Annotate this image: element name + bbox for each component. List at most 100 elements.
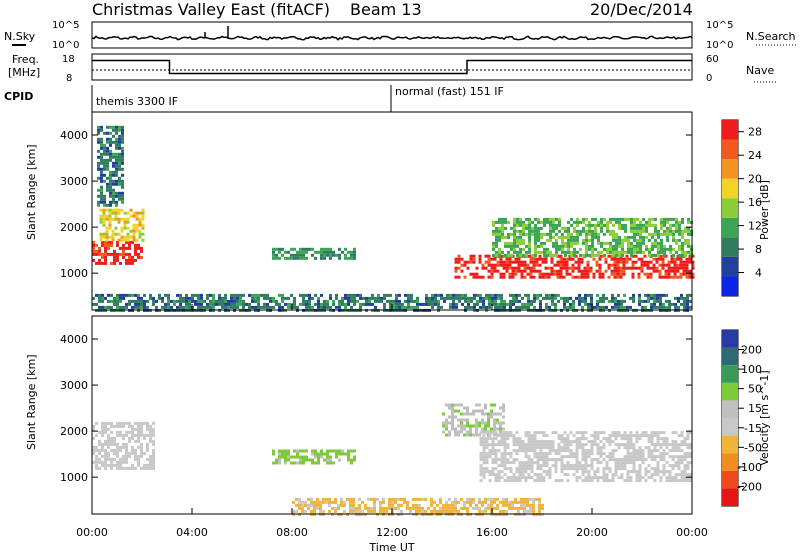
range-gate-cell	[674, 464, 678, 468]
range-gate-cell	[320, 247, 323, 251]
range-gate-cell	[118, 167, 121, 171]
range-gate-cell	[487, 497, 490, 501]
range-gate-cell	[281, 449, 284, 453]
range-gate-cell	[104, 427, 107, 431]
range-gate-cell	[594, 232, 597, 236]
range-gate-cell	[109, 131, 112, 135]
range-gate-cell	[521, 302, 524, 306]
range-gate-cell	[310, 500, 313, 504]
range-gate-cell	[500, 434, 504, 438]
range-gate-cell	[676, 266, 680, 270]
range-gate-cell	[368, 302, 371, 306]
range-gate-cell	[105, 226, 109, 230]
range-gate-cell	[335, 293, 338, 297]
range-gate-cell	[638, 458, 642, 462]
range-gate-cell	[469, 424, 472, 428]
range-gate-cell	[454, 430, 457, 434]
range-gate-cell	[316, 503, 319, 507]
range-gate-cell	[115, 137, 118, 141]
range-gate-cell	[347, 455, 350, 459]
range-gate-cell	[674, 443, 678, 447]
range-gate-cell	[502, 409, 505, 413]
range-gate-cell	[152, 460, 155, 464]
range-gate-cell	[494, 467, 498, 471]
range-gate-cell	[519, 232, 522, 236]
range-gate-cell	[530, 440, 534, 444]
range-gate-cell	[563, 296, 566, 300]
range-gate-cell	[475, 275, 479, 279]
range-gate-cell	[636, 226, 639, 230]
range-gate-cell	[484, 406, 487, 410]
range-gate-cell	[203, 305, 206, 309]
range-gate-cell	[326, 253, 329, 257]
range-gate-cell	[182, 299, 185, 303]
range-gate-cell	[627, 247, 630, 251]
range-gate-cell	[113, 457, 116, 461]
range-gate-cell	[120, 235, 124, 239]
range-gate-cell	[605, 467, 609, 471]
range-gate-cell	[670, 260, 674, 264]
range-gate-cell	[296, 449, 299, 453]
range-gate-cell	[230, 302, 233, 306]
range-gate-cell	[533, 434, 537, 438]
range-gate-cell	[123, 226, 127, 230]
range-gate-cell	[451, 427, 454, 431]
range-gate-cell	[478, 509, 481, 513]
range-gate-cell	[554, 458, 558, 462]
range-gate-cell	[662, 440, 666, 444]
range-gate-cell	[620, 458, 624, 462]
range-gate-cell	[446, 296, 449, 300]
nsky-label: N.Sky	[4, 30, 36, 43]
range-gate-cell	[665, 452, 669, 456]
range-gate-cell	[590, 299, 593, 303]
range-gate-cell	[668, 449, 672, 453]
range-gate-cell	[493, 497, 496, 501]
range-gate-cell	[281, 293, 284, 297]
range-gate-cell	[170, 299, 173, 303]
range-gate-cell	[677, 458, 681, 462]
range-gate-cell	[535, 269, 539, 273]
range-gate-cell	[529, 269, 533, 273]
range-gate-cell	[100, 140, 103, 144]
range-gate-cell	[660, 226, 663, 230]
range-gate-cell	[92, 445, 95, 449]
range-gate-cell	[353, 458, 356, 462]
range-gate-cell	[528, 223, 531, 227]
range-gate-cell	[654, 238, 657, 242]
range-gate-cell	[119, 460, 122, 464]
range-gate-cell	[524, 464, 528, 468]
range-gate-cell	[469, 430, 472, 434]
range-gate-cell	[103, 158, 106, 162]
range-gate-cell	[481, 412, 484, 416]
range-gate-cell	[370, 497, 373, 501]
range-gate-cell	[512, 296, 515, 300]
range-gate-cell	[660, 238, 663, 242]
range-gate-cell	[107, 442, 110, 446]
range-gate-cell	[110, 305, 113, 309]
range-gate-cell	[457, 418, 460, 422]
range-gate-cell	[619, 260, 623, 264]
range-gate-cell	[545, 434, 549, 438]
range-gate-cell	[439, 506, 442, 510]
range-gate-cell	[528, 247, 531, 251]
range-gate-cell	[140, 255, 143, 259]
range-gate-cell	[293, 302, 296, 306]
range-gate-cell	[521, 464, 525, 468]
range-gate-cell	[549, 238, 552, 242]
range-gate-cell	[554, 293, 557, 297]
range-gate-cell	[224, 302, 227, 306]
range-gate-cell	[488, 296, 491, 300]
range-gate-cell	[609, 241, 612, 245]
range-gate-cell	[661, 263, 665, 267]
range-gate-cell	[173, 299, 176, 303]
range-gate-cell	[516, 223, 519, 227]
range-gate-cell	[513, 244, 516, 248]
range-gate-cell	[623, 305, 626, 309]
range-gate-cell	[152, 448, 155, 452]
range-gate-cell	[257, 293, 260, 297]
range-gate-cell	[356, 293, 359, 297]
range-gate-cell	[538, 275, 542, 279]
range-gate-cell	[557, 452, 561, 456]
range-gate-cell	[554, 305, 557, 309]
range-gate-cell	[537, 217, 540, 221]
